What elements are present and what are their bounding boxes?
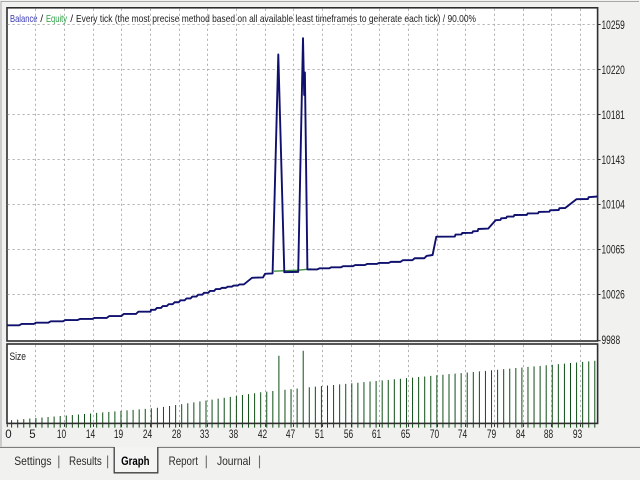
- svg-text:Journal: Journal: [217, 454, 251, 468]
- svg-text:84: 84: [516, 429, 526, 441]
- svg-text:24: 24: [143, 429, 153, 441]
- svg-text:56: 56: [344, 429, 353, 441]
- svg-text:10259: 10259: [602, 20, 625, 32]
- svg-text:/: /: [40, 13, 43, 25]
- svg-text:61: 61: [372, 429, 381, 441]
- svg-text:93: 93: [573, 429, 582, 441]
- svg-text:10: 10: [57, 429, 66, 441]
- svg-text:19: 19: [114, 429, 123, 441]
- svg-text:Equity: Equity: [46, 13, 68, 25]
- svg-text:Size: Size: [10, 351, 27, 363]
- svg-text:Balance: Balance: [10, 13, 38, 25]
- svg-text:10143: 10143: [602, 155, 625, 167]
- svg-text:10220: 10220: [602, 65, 625, 77]
- svg-text:88: 88: [544, 429, 553, 441]
- svg-text:10104: 10104: [602, 200, 626, 212]
- svg-text:Every tick (the most precise m: Every tick (the most precise method base…: [76, 13, 476, 25]
- svg-text:42: 42: [258, 429, 267, 441]
- svg-text:74: 74: [458, 429, 468, 441]
- svg-text:33: 33: [200, 429, 209, 441]
- svg-text:Settings: Settings: [14, 454, 51, 468]
- svg-text:9988: 9988: [602, 335, 621, 347]
- svg-text:65: 65: [401, 429, 410, 441]
- svg-text:14: 14: [86, 429, 96, 441]
- svg-text:28: 28: [172, 429, 181, 441]
- svg-text:10065: 10065: [602, 244, 625, 256]
- svg-text:Graph: Graph: [121, 454, 149, 468]
- svg-text:38: 38: [229, 429, 238, 441]
- svg-text:Results: Results: [69, 454, 102, 468]
- svg-text:79: 79: [487, 429, 496, 441]
- svg-text:0: 0: [5, 429, 11, 441]
- svg-text:10026: 10026: [602, 289, 625, 301]
- svg-text:10181: 10181: [602, 110, 625, 122]
- svg-text:47: 47: [286, 429, 295, 441]
- svg-text:51: 51: [315, 429, 324, 441]
- svg-text:/: /: [70, 13, 73, 25]
- svg-text:Report: Report: [169, 454, 199, 468]
- svg-text:70: 70: [430, 429, 439, 441]
- svg-text:5: 5: [29, 429, 35, 441]
